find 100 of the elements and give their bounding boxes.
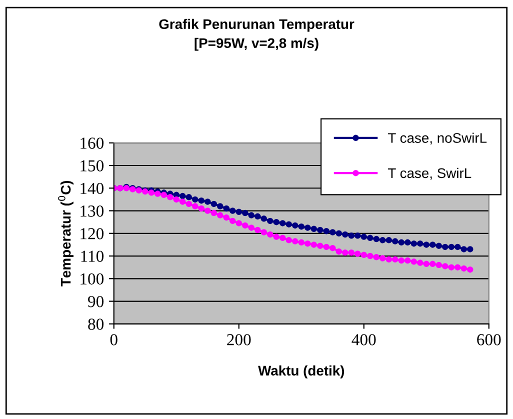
point bbox=[304, 224, 311, 231]
point bbox=[242, 210, 248, 216]
point bbox=[173, 196, 180, 203]
point bbox=[223, 205, 230, 212]
y-tick-label: 100 bbox=[80, 273, 104, 285]
point bbox=[304, 240, 311, 247]
point bbox=[186, 200, 192, 208]
point bbox=[380, 237, 386, 244]
point bbox=[336, 248, 342, 255]
point bbox=[386, 256, 392, 263]
point bbox=[404, 239, 411, 246]
point bbox=[280, 220, 286, 226]
point bbox=[317, 226, 324, 234]
point bbox=[198, 197, 205, 204]
x-axis-title: Waktu (detik) bbox=[258, 365, 344, 378]
y-tick-label: 80 bbox=[88, 318, 104, 330]
point bbox=[273, 234, 280, 240]
point bbox=[467, 266, 474, 273]
point bbox=[180, 198, 186, 205]
point bbox=[467, 246, 474, 252]
point bbox=[436, 242, 442, 249]
point bbox=[154, 190, 161, 197]
point bbox=[354, 250, 361, 257]
point bbox=[417, 260, 424, 266]
point bbox=[442, 244, 448, 250]
legend-label: T case, SwirL bbox=[388, 168, 472, 180]
point bbox=[217, 203, 224, 210]
point bbox=[423, 260, 430, 268]
point bbox=[292, 238, 298, 244]
point bbox=[267, 231, 274, 238]
point bbox=[392, 256, 398, 263]
point bbox=[380, 255, 386, 262]
point bbox=[330, 229, 336, 236]
point bbox=[192, 203, 198, 210]
point bbox=[267, 218, 274, 224]
point bbox=[254, 213, 261, 220]
point bbox=[460, 265, 468, 272]
y-tick-label: 130 bbox=[80, 205, 104, 217]
point bbox=[336, 230, 342, 237]
point bbox=[330, 244, 336, 252]
x-tick-label: 600 bbox=[477, 334, 501, 346]
point bbox=[198, 205, 205, 212]
point bbox=[180, 192, 186, 200]
point bbox=[448, 244, 455, 250]
point bbox=[236, 208, 242, 216]
point bbox=[310, 242, 318, 248]
point bbox=[204, 208, 211, 214]
point bbox=[210, 200, 218, 208]
point bbox=[417, 240, 424, 247]
point bbox=[230, 208, 236, 214]
point bbox=[242, 222, 248, 229]
legend-label: T case, noSwirL bbox=[388, 132, 487, 145]
point bbox=[448, 264, 455, 270]
point bbox=[160, 192, 168, 198]
point bbox=[317, 242, 324, 249]
point bbox=[254, 226, 261, 234]
point bbox=[323, 228, 330, 234]
point bbox=[186, 194, 192, 200]
point bbox=[442, 263, 448, 270]
point bbox=[404, 257, 411, 264]
point bbox=[342, 231, 348, 238]
x-tick-label: 200 bbox=[227, 334, 251, 346]
x-tick-label: 0 bbox=[110, 334, 118, 346]
point bbox=[298, 239, 305, 246]
point bbox=[273, 218, 280, 226]
point bbox=[430, 260, 436, 268]
point bbox=[342, 249, 348, 256]
point bbox=[260, 229, 268, 236]
y-tick-label: 90 bbox=[88, 296, 104, 308]
point bbox=[260, 216, 268, 222]
point bbox=[148, 190, 155, 196]
y-tick-label: 120 bbox=[80, 228, 104, 240]
point bbox=[348, 232, 355, 239]
point bbox=[230, 218, 236, 224]
point bbox=[454, 244, 461, 250]
point bbox=[210, 210, 218, 216]
point bbox=[398, 257, 405, 264]
point bbox=[167, 194, 174, 200]
point bbox=[360, 234, 368, 240]
point bbox=[286, 237, 292, 244]
point bbox=[392, 238, 398, 244]
point bbox=[204, 198, 211, 205]
point bbox=[360, 252, 368, 258]
point bbox=[436, 262, 442, 268]
point bbox=[292, 222, 298, 229]
point bbox=[248, 212, 255, 218]
y-tick-label: 150 bbox=[80, 160, 104, 172]
point bbox=[286, 221, 292, 228]
point bbox=[248, 224, 255, 231]
point bbox=[310, 226, 318, 232]
point bbox=[217, 212, 224, 218]
point bbox=[192, 196, 198, 203]
point bbox=[236, 220, 242, 226]
point bbox=[348, 249, 355, 256]
point bbox=[410, 258, 418, 265]
point bbox=[223, 214, 230, 221]
point bbox=[373, 254, 380, 260]
point bbox=[410, 240, 418, 247]
point bbox=[386, 237, 392, 244]
y-axis-title: Temperatur ($^{0}$C) bbox=[58, 180, 74, 286]
